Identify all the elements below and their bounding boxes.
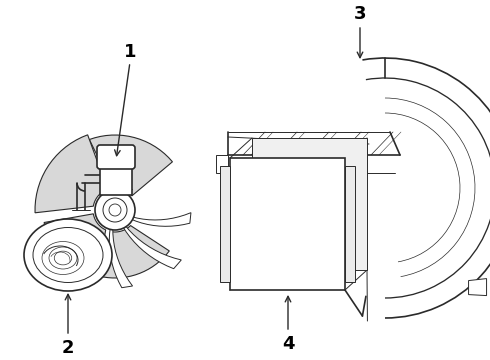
Polygon shape <box>468 279 487 296</box>
Polygon shape <box>122 225 181 269</box>
FancyBboxPatch shape <box>97 145 135 169</box>
Polygon shape <box>220 166 230 282</box>
Polygon shape <box>103 226 170 278</box>
Text: 1: 1 <box>124 43 136 61</box>
Polygon shape <box>35 135 107 213</box>
Polygon shape <box>345 166 355 282</box>
Polygon shape <box>216 155 228 173</box>
Polygon shape <box>252 138 367 270</box>
Ellipse shape <box>24 219 112 291</box>
Ellipse shape <box>33 228 103 283</box>
Circle shape <box>95 190 135 230</box>
Polygon shape <box>89 135 172 196</box>
Polygon shape <box>100 154 132 195</box>
Polygon shape <box>230 158 345 290</box>
Polygon shape <box>44 214 106 280</box>
Text: 2: 2 <box>62 339 74 357</box>
Polygon shape <box>131 213 191 226</box>
Text: 4: 4 <box>282 335 294 353</box>
Polygon shape <box>109 228 133 288</box>
Text: 3: 3 <box>354 5 366 23</box>
